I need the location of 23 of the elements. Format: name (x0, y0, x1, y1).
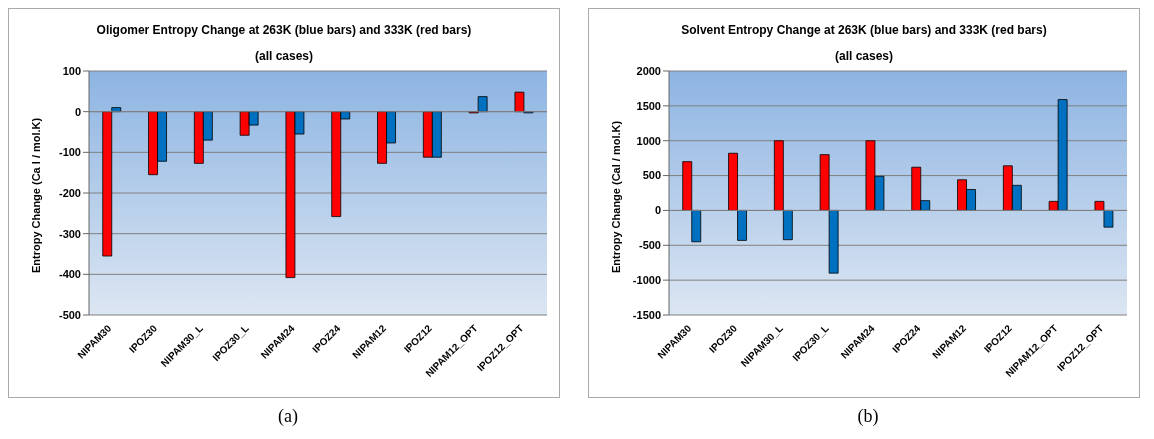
text: (b) (856, 406, 880, 427)
y-tick-label: -400 (58, 268, 81, 281)
y-tick-label: -1000 (632, 274, 661, 287)
y-axis-title: Entropy Change (Cal / mol.K) (609, 120, 622, 273)
y-tick-label: 500 (642, 169, 661, 182)
y-tick-label: -500 (58, 308, 81, 321)
chart-subtitle: (all cases) (833, 49, 894, 63)
y-tick-label: -1500 (632, 308, 661, 321)
y-tick-label: 1000 (636, 134, 661, 147)
chart-title: Oligomer Entropy Change at 263K (blue bars) and 333K (red bars) (95, 23, 473, 37)
text: (a) (277, 406, 299, 427)
y-tick-label: 1500 (636, 99, 661, 112)
chart-title: Solvent Entropy Change at 263K (blue bars) and 333K (red bars) (680, 23, 1048, 37)
y-tick-label: -200 (58, 186, 81, 199)
chart-subtitle: (all cases) (253, 49, 314, 63)
y-tick-label: -500 (638, 239, 661, 252)
y-tick-label: -100 (58, 146, 81, 159)
y-tick-label: 100 (62, 64, 81, 77)
y-tick-label: -300 (58, 227, 81, 240)
y-axis-title: Entropy Change (Ca l / mol.K) (29, 117, 42, 273)
y-tick-label: 0 (74, 105, 81, 118)
y-tick-label: 0 (654, 204, 661, 217)
y-tick-label: 2000 (636, 64, 661, 77)
